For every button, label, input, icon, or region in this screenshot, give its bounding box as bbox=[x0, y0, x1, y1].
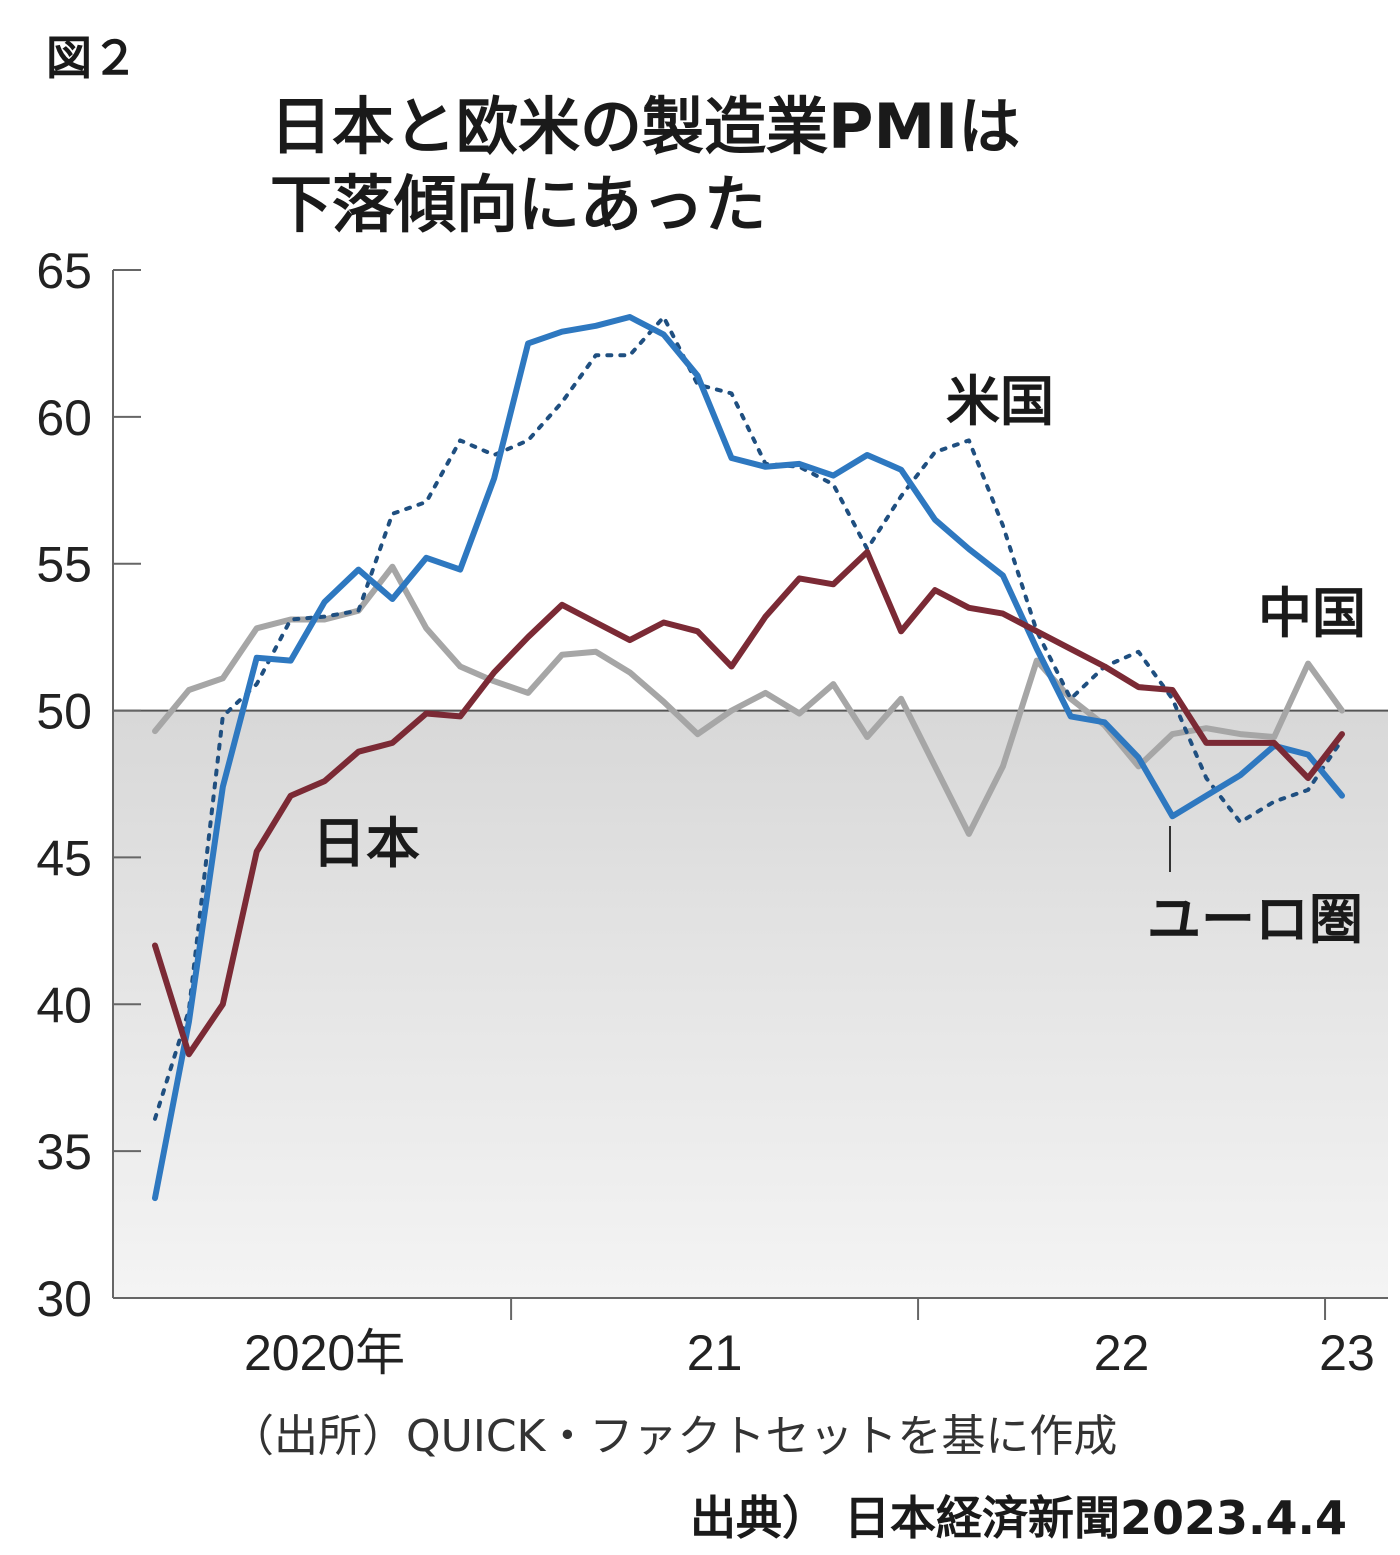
below-50-shading bbox=[113, 710, 1388, 1298]
series-label-china: 中国 bbox=[1258, 582, 1366, 645]
x-tick-label: 22 bbox=[1094, 1325, 1150, 1381]
y-tick-label: 55 bbox=[36, 537, 92, 593]
series-label-us: 米国 bbox=[946, 370, 1054, 433]
y-tick-label: 45 bbox=[36, 830, 92, 886]
y-tick-label: 35 bbox=[36, 1124, 92, 1180]
chart-title-line1: 日本と欧米の製造業PMIは bbox=[270, 90, 1021, 163]
series-label-euro: ユーロ圏 bbox=[1147, 888, 1363, 951]
y-tick-label: 40 bbox=[36, 977, 92, 1033]
y-tick-label: 30 bbox=[36, 1271, 92, 1327]
x-tick-label: 2020年 bbox=[244, 1325, 405, 1381]
y-tick-label: 65 bbox=[36, 243, 92, 299]
y-tick-label: 50 bbox=[36, 684, 92, 740]
source-note: （出所）QUICK・ファクトセットを基に作成 bbox=[230, 1411, 1118, 1462]
figure-label: 図２ bbox=[46, 31, 138, 85]
x-tick-label: 21 bbox=[687, 1325, 743, 1381]
x-tick-label: 23 bbox=[1319, 1325, 1375, 1381]
series-line-us bbox=[153, 315, 1344, 1121]
chart-title: 日本と欧米の製造業PMIは 下落傾向にあった bbox=[270, 88, 1020, 244]
chart-title-line2: 下落傾向にあった bbox=[270, 168, 767, 241]
credit-note: 出典） 日本経済新聞2023.4.4 bbox=[690, 1491, 1348, 1545]
series-label-japan: 日本 bbox=[312, 812, 420, 875]
series-line-china bbox=[152, 563, 1345, 837]
series-line-euro bbox=[152, 314, 1345, 1202]
series-line-japan bbox=[152, 549, 1345, 1058]
y-tick-label: 60 bbox=[36, 390, 92, 446]
